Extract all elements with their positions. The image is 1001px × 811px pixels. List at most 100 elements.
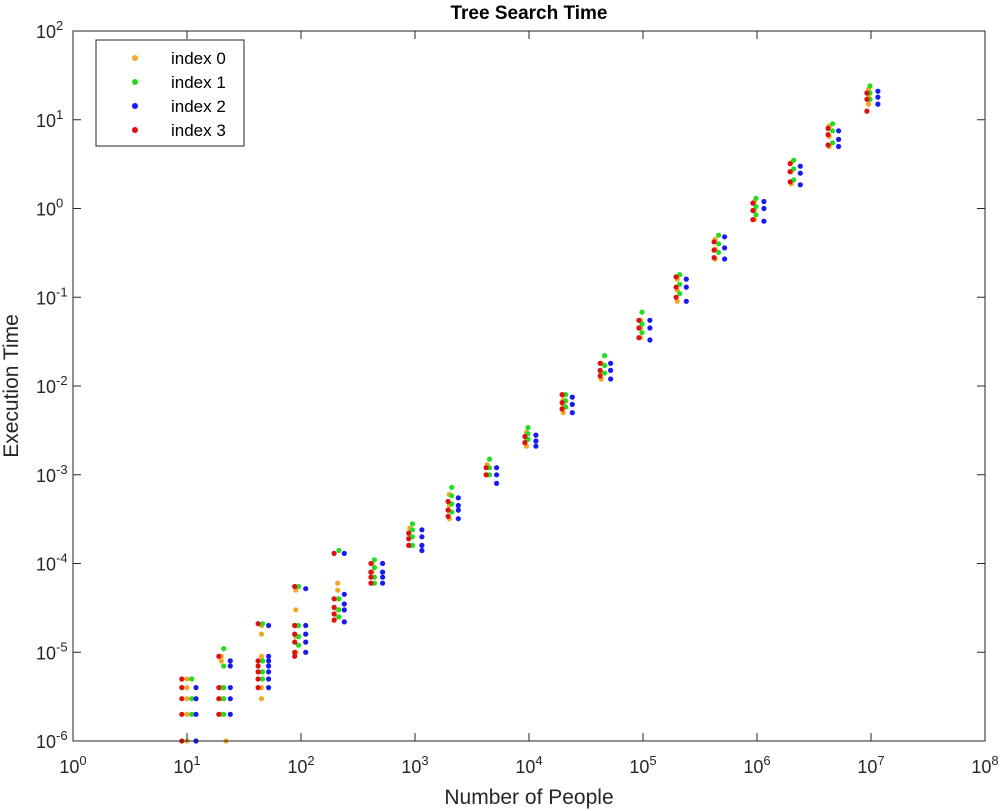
data-point — [335, 587, 341, 593]
data-point — [483, 465, 489, 471]
data-point — [636, 335, 642, 341]
data-point — [368, 580, 374, 586]
data-point — [830, 140, 836, 146]
data-point — [292, 631, 298, 637]
data-point — [449, 484, 455, 490]
data-point — [787, 161, 793, 167]
data-point — [677, 291, 683, 297]
data-point — [639, 321, 645, 327]
data-point — [331, 550, 337, 557]
data-point — [673, 294, 679, 300]
data-point — [266, 663, 272, 669]
data-point — [864, 108, 870, 114]
data-point — [608, 376, 614, 382]
data-point — [867, 83, 873, 89]
data-point — [864, 96, 870, 102]
x-tick-label: 105 — [629, 753, 656, 777]
data-point — [221, 696, 227, 702]
data-point — [336, 614, 342, 620]
data-point — [486, 456, 493, 462]
x-tick-label: 107 — [857, 753, 884, 777]
x-tick-label: 108 — [971, 753, 998, 777]
y-tick-label: 101 — [36, 107, 63, 131]
data-point — [193, 685, 199, 691]
data-point — [368, 574, 374, 580]
data-point — [266, 658, 272, 664]
data-point — [419, 547, 425, 554]
data-point — [522, 433, 528, 440]
data-point — [260, 669, 266, 675]
data-point — [380, 560, 386, 567]
data-point — [266, 676, 272, 682]
y-tick-label: 10-1 — [36, 284, 68, 308]
x-axis-title: Number of People — [444, 786, 613, 809]
data-point — [258, 653, 265, 659]
data-point — [797, 163, 803, 169]
data-point — [569, 410, 575, 416]
data-point — [293, 607, 299, 613]
data-point — [295, 622, 302, 629]
x-tick-label: 104 — [515, 753, 542, 777]
data-point — [455, 516, 461, 522]
legend-item: index 0 — [132, 49, 226, 68]
data-point — [597, 373, 603, 379]
data-point — [639, 330, 645, 336]
data-point — [597, 367, 603, 373]
data-point — [683, 298, 689, 304]
data-point — [189, 676, 195, 682]
data-point — [295, 642, 302, 648]
data-point — [216, 711, 222, 717]
x-tick-label: 101 — [173, 753, 200, 777]
data-point — [683, 276, 689, 282]
data-point — [825, 142, 831, 148]
data-point — [750, 217, 756, 223]
data-point — [761, 198, 767, 205]
data-point — [331, 611, 337, 617]
legend-label: index 1 — [171, 73, 226, 92]
data-point — [722, 234, 728, 240]
data-point — [179, 711, 185, 717]
data-point — [569, 394, 575, 400]
data-point — [673, 284, 679, 290]
data-point — [227, 711, 233, 717]
data-point — [184, 685, 190, 691]
data-point — [341, 607, 347, 613]
data-point — [227, 658, 233, 664]
data-point — [336, 547, 342, 554]
data-point — [255, 669, 261, 675]
data-point — [875, 101, 881, 107]
data-point — [608, 360, 614, 366]
data-point — [216, 653, 222, 659]
data-point — [722, 256, 728, 262]
data-point — [830, 121, 836, 127]
data-point — [255, 663, 261, 669]
data-point — [189, 696, 195, 702]
data-point — [787, 169, 793, 175]
data-point — [221, 663, 227, 669]
data-point — [525, 425, 531, 431]
data-point — [602, 362, 608, 369]
x-tick-label: 100 — [59, 753, 86, 777]
data-point — [761, 205, 767, 212]
data-point — [647, 337, 653, 343]
data-point — [292, 639, 298, 645]
data-point — [380, 569, 386, 575]
data-point — [303, 639, 309, 645]
chart-title: Tree Search Time — [450, 3, 607, 24]
data-point — [830, 128, 836, 134]
y-tick-label: 100 — [36, 196, 63, 220]
data-point — [483, 472, 489, 478]
data-point — [563, 392, 569, 398]
data-point — [258, 696, 265, 702]
data-point — [647, 317, 653, 323]
data-point — [750, 200, 756, 206]
data-point — [836, 128, 842, 134]
data-point — [303, 622, 309, 629]
data-point — [255, 621, 261, 627]
data-point — [825, 132, 831, 138]
data-point — [559, 392, 565, 398]
data-point — [193, 711, 199, 717]
y-tick-label: 102 — [36, 18, 63, 42]
data-point — [406, 530, 412, 536]
data-point — [716, 249, 722, 255]
